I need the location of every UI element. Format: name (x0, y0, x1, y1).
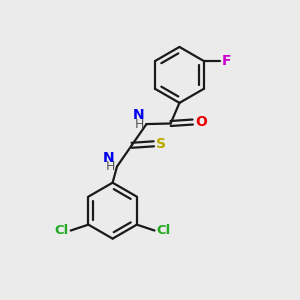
Text: Cl: Cl (55, 224, 69, 237)
Text: O: O (195, 115, 207, 129)
Text: S: S (156, 137, 166, 151)
Text: H: H (105, 160, 115, 173)
Text: N: N (103, 151, 115, 165)
Text: N: N (133, 108, 144, 122)
Text: F: F (222, 54, 231, 68)
Text: H: H (135, 118, 144, 130)
Text: Cl: Cl (156, 224, 170, 237)
